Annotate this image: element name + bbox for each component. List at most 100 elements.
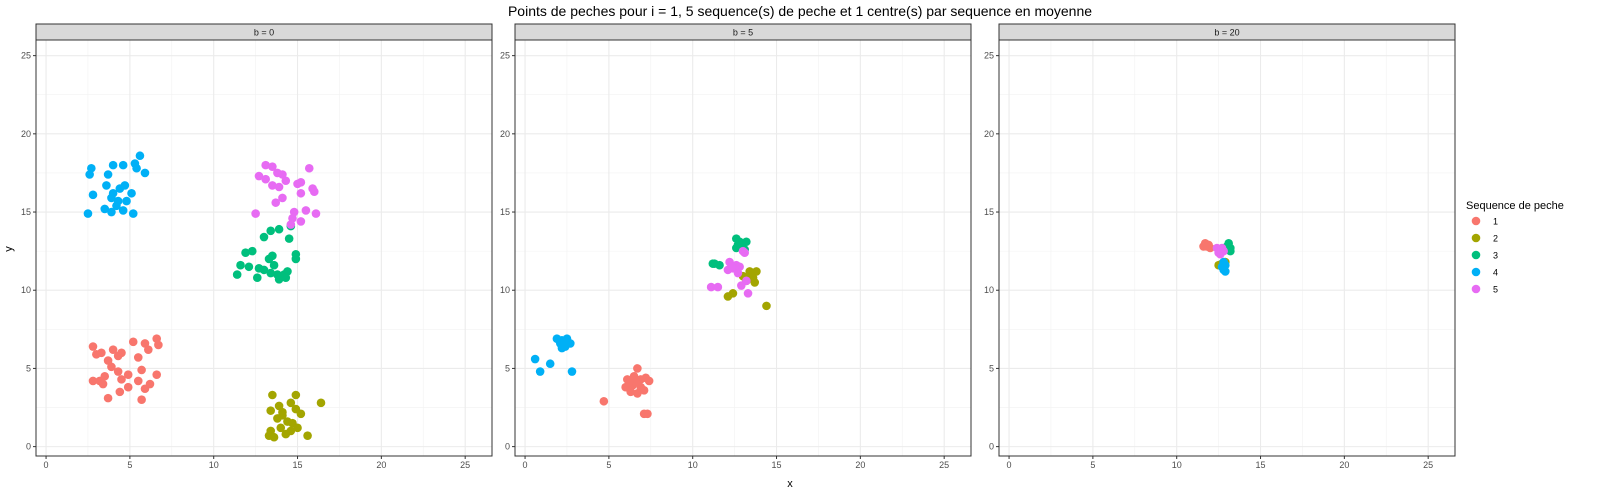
data-point-series-1 [631,378,641,387]
data-point-series-3 [232,270,242,279]
data-point-series-1 [639,386,649,395]
data-point-series-3 [710,259,719,268]
data-point-series-3 [266,226,276,236]
y-tick-label: 25 [21,51,31,61]
y-tick-label: 10 [500,285,510,295]
data-point-series-4 [535,367,545,376]
legend-label-2: 2 [1493,234,1498,244]
facet-panel: b = 5 0 5 10 15 20 25 0 5 10 15 20 25 [500,23,972,470]
data-point-series-5 [268,162,277,171]
data-point-series-1 [100,371,110,381]
data-point-series-4 [100,204,110,214]
x-tick-label: 0 [44,460,49,470]
x-tick-label: 5 [1090,460,1095,470]
data-point-series-5 [296,178,306,187]
x-tick-label: 25 [939,460,949,470]
data-point-series-3 [266,268,276,278]
legend-title: Sequence de peche [1466,200,1564,212]
data-point-series-5 [274,182,284,192]
y-tick-label: 15 [500,207,510,217]
x-tick-label: 25 [460,460,470,470]
data-point-series-4 [128,209,138,218]
data-point-series-1 [103,393,113,403]
data-point-series-3 [247,246,257,256]
data-point-series-1 [633,364,642,373]
data-point-series-1 [113,367,123,376]
y-tick-label: 0 [26,442,31,452]
data-point-series-1 [643,409,652,419]
data-point-series-3 [252,273,262,283]
data-point-series-4 [83,209,93,218]
facet-strip-label: b = 0 [254,28,274,38]
data-point-series-1 [140,384,150,394]
data-point-series-5 [296,217,306,226]
data-point-series-2 [723,292,733,301]
panel-border [514,39,972,457]
y-tick-label: 5 [505,363,510,373]
data-point-series-5 [733,268,743,278]
data-point-series-1 [633,389,642,398]
data-point-series-1 [113,351,123,361]
x-tick-label: 20 [1339,460,1349,470]
data-point-series-5 [254,171,264,181]
data-point-series-1 [117,375,126,384]
data-point-series-2 [269,432,279,442]
data-point-series-1 [137,365,146,375]
legend-key-4 [1471,267,1481,277]
data-point-series-2 [278,411,287,420]
data-point-series-2 [296,409,306,419]
y-tick-label: 5 [989,363,994,373]
data-point-series-1 [626,387,635,397]
data-point-series-2 [291,390,301,400]
data-point-series-2 [303,431,312,440]
data-point-series-3 [733,240,743,250]
legend-label-5: 5 [1493,285,1498,295]
data-point-series-2 [293,423,302,433]
data-point-series-3 [281,273,291,283]
data-point-series-1 [152,370,162,379]
x-tick-label: 5 [127,460,132,470]
data-point-series-1 [108,345,118,354]
data-point-series-4 [122,196,131,206]
data-point-series-5 [304,163,314,173]
data-point-series-5 [738,246,748,256]
data-point-series-2 [266,406,276,415]
data-point-series-1 [144,345,153,354]
y-tick-label: 20 [984,129,994,139]
panel-border [35,39,493,457]
data-point-series-4 [107,193,116,203]
facet-panel: b = 0 0 5 10 15 20 25 0 5 10 15 20 25 [21,23,493,470]
legend-key-1 [1471,216,1481,226]
chart-title: Points de peches pour i = 1, 5 sequence(… [508,3,1092,19]
legend: Sequence de peche 1 2 3 4 5 [1466,200,1564,295]
data-point-series-4 [560,342,570,351]
y-axis-label: y [3,246,15,252]
data-point-series-4 [127,188,136,198]
y-tick-label: 15 [21,207,31,217]
y-tick-label: 0 [989,442,994,452]
data-point-series-4 [140,168,150,178]
data-point-series-3 [244,262,254,272]
data-point-series-4 [120,181,130,190]
data-point-series-5 [706,282,716,292]
data-point-series-1 [98,379,108,389]
y-tick-label: 10 [21,285,31,295]
data-point-series-4 [88,190,98,200]
data-point-series-4 [103,170,113,179]
x-tick-label: 10 [1172,460,1182,470]
legend-label-4: 4 [1493,268,1498,278]
x-tick-label: 15 [1256,460,1266,470]
data-point-series-3 [284,234,294,243]
data-point-series-5 [261,160,270,170]
data-point-series-5 [713,282,723,292]
data-point-series-4 [102,181,111,190]
y-tick-label: 15 [984,207,994,217]
data-point-series-1 [624,378,634,387]
x-tick-label: 15 [293,460,303,470]
facet-panels: b = 0 0 5 10 15 20 25 0 5 10 15 20 25 b = 5 0 5 10 15 20 25… [21,23,1456,470]
legend-label-3: 3 [1493,251,1498,261]
data-point-series-1 [107,362,116,372]
data-point-series-2 [276,423,286,433]
x-axis-label: x [787,478,793,490]
